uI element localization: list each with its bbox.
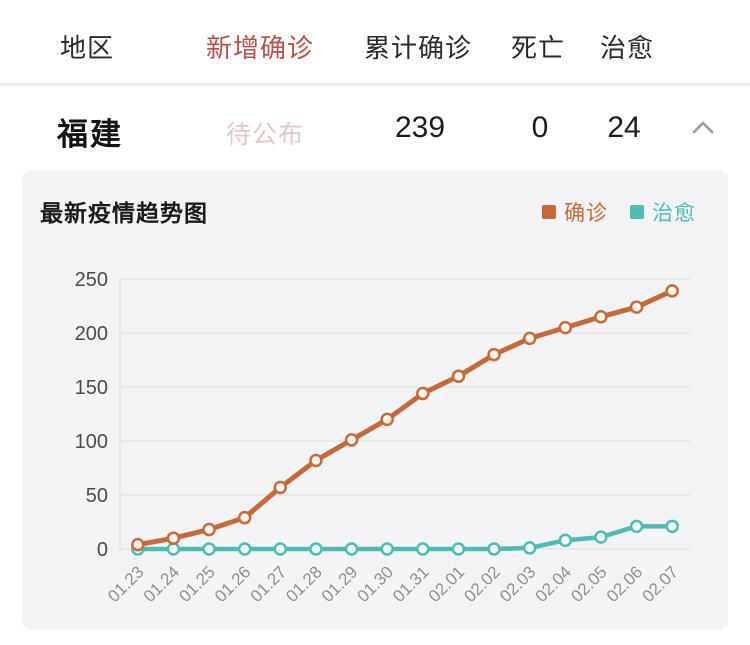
svg-text:01.28: 01.28 xyxy=(282,562,326,606)
svg-text:02.02: 02.02 xyxy=(460,562,504,606)
cured-swatch-icon xyxy=(630,205,644,219)
svg-text:100: 100 xyxy=(75,431,108,453)
svg-text:01.23: 01.23 xyxy=(104,562,148,606)
svg-text:01.26: 01.26 xyxy=(211,562,255,606)
svg-text:01.25: 01.25 xyxy=(175,562,219,606)
new-confirmed-value: 待公布 xyxy=(225,121,305,149)
svg-text:01.27: 01.27 xyxy=(247,562,291,606)
trend-chart-panel: 最新疫情趋势图 确诊 治愈 0 50 100 150 200 250 01.23 01.24 0… xyxy=(22,170,728,630)
svg-text:02.01: 02.01 xyxy=(425,562,469,606)
svg-text:01.31: 01.31 xyxy=(389,562,433,606)
tab-region[interactable]: 地区 xyxy=(59,33,115,63)
svg-text:02.05: 02.05 xyxy=(567,562,611,606)
svg-text:01.30: 01.30 xyxy=(353,562,397,606)
confirmed-swatch-icon xyxy=(542,205,556,219)
svg-text:50: 50 xyxy=(86,485,108,507)
legend-label-cured: 治愈 xyxy=(652,202,696,225)
svg-text:0: 0 xyxy=(97,539,108,561)
svg-text:02.03: 02.03 xyxy=(496,562,540,606)
chart-title: 最新疫情趋势图 xyxy=(40,200,208,226)
svg-text:02.07: 02.07 xyxy=(638,562,682,606)
table-row-fujian[interactable]: 福建 待公布 239 0 24 xyxy=(0,89,750,168)
svg-text:02.04: 02.04 xyxy=(532,562,576,606)
legend-item-cured[interactable]: 治愈 xyxy=(630,197,696,227)
deaths-value: 0 xyxy=(531,111,549,144)
tab-total-confirmed[interactable]: 累计确诊 xyxy=(363,33,473,63)
cured-value: 24 xyxy=(607,111,641,144)
tab-new-confirmed[interactable]: 新增确诊 xyxy=(205,33,315,63)
region-name: 福建 xyxy=(57,117,123,152)
chart-legend: 确诊 治愈 xyxy=(542,197,696,227)
svg-text:250: 250 xyxy=(75,269,108,291)
legend-item-confirmed[interactable]: 确诊 xyxy=(542,197,608,227)
total-confirmed-value: 239 xyxy=(394,111,446,144)
svg-text:01.29: 01.29 xyxy=(318,562,362,606)
trend-line-chart: 0 50 100 150 200 250 01.2301.2401.2501.2601.27… xyxy=(75,269,690,606)
tab-cured[interactable]: 治愈 xyxy=(599,33,655,63)
svg-text:150: 150 xyxy=(75,377,108,399)
chevron-up-icon[interactable] xyxy=(690,115,716,141)
svg-text:200: 200 xyxy=(75,323,108,345)
tab-deaths[interactable]: 死亡 xyxy=(510,33,566,63)
column-header-bar: 地区 新增确诊 累计确诊 死亡 治愈 xyxy=(0,0,750,86)
svg-text:01.24: 01.24 xyxy=(140,562,184,606)
legend-label-confirmed: 确诊 xyxy=(564,202,608,225)
svg-text:02.06: 02.06 xyxy=(603,562,647,606)
